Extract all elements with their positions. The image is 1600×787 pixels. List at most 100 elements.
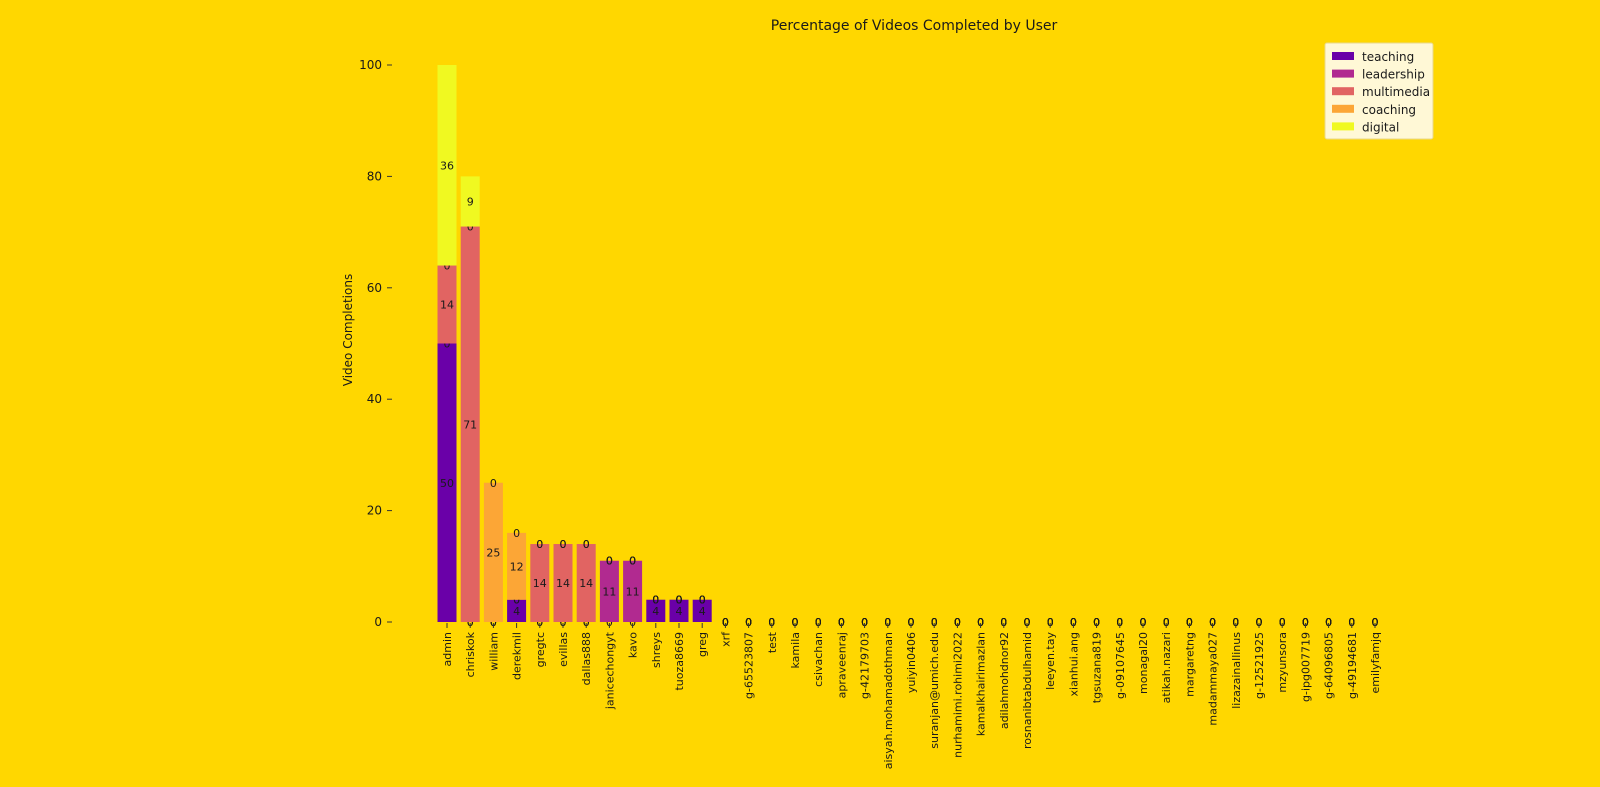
x-tick-label: madammaya027 (1207, 632, 1220, 726)
bar-value-label: 0 (583, 538, 590, 551)
x-tick-label: kamila (789, 632, 802, 669)
bar-value-label: 0 (536, 616, 543, 629)
legend-label-coaching: coaching (1362, 103, 1416, 117)
bar-value-label: 0 (722, 616, 729, 629)
bar-value-label: 0 (1024, 616, 1031, 629)
x-tick-label: g-ipg007719 (1299, 632, 1312, 702)
bar-value-label: 0 (954, 616, 961, 629)
x-tick-label: admin (441, 632, 454, 666)
bar-value-label: 0 (1348, 616, 1355, 629)
bar-value-label: 0 (792, 616, 799, 629)
bar-value-label: 4 (699, 605, 706, 618)
bar-value-label: 0 (792, 616, 799, 629)
x-tick-label: g-49194681 (1346, 632, 1359, 699)
bar-value-label: 0 (583, 616, 590, 629)
bar-value-label: 0 (1232, 616, 1239, 629)
bar-value-label: 0 (815, 616, 822, 629)
bar-value-label: 0 (536, 616, 543, 629)
bar-value-label: 0 (1325, 616, 1332, 629)
bar-value-label: 0 (908, 616, 915, 629)
bar-value-label: 0 (467, 221, 474, 234)
bar-value-label: 36 (440, 159, 454, 172)
bar-value-label: 0 (467, 616, 474, 629)
bar-value-label: 0 (931, 616, 938, 629)
bar-segment-multimedia (576, 544, 596, 622)
legend-swatch-coaching (1332, 104, 1354, 113)
bar-value-label: 0 (1116, 616, 1123, 629)
bar-value-label: 0 (1348, 616, 1355, 629)
bar-value-label: 0 (1209, 616, 1216, 629)
bar-value-label: 50 (440, 477, 454, 490)
bar-value-label: 0 (1348, 616, 1355, 629)
bar-value-label: 0 (954, 616, 961, 629)
bar-value-label: 0 (699, 594, 706, 607)
bar-value-label: 0 (1186, 616, 1193, 629)
bar-value-label: 0 (861, 616, 868, 629)
bar-value-label: 0 (954, 616, 961, 629)
bar-value-label: 11 (626, 585, 640, 598)
bar-value-label: 0 (745, 616, 752, 629)
bar-value-label: 0 (838, 616, 845, 629)
bar-value-label: 0 (1302, 616, 1309, 629)
bar-value-label: 0 (1372, 616, 1379, 629)
bar-value-label: 0 (977, 616, 984, 629)
bar-value-label: 71 (463, 418, 477, 431)
x-tick-label: shreys (650, 632, 663, 668)
bar-value-label: 4 (513, 605, 520, 618)
bar-value-label: 0 (1256, 616, 1263, 629)
bar-value-label: 0 (629, 555, 636, 568)
bar-value-label: 0 (838, 616, 845, 629)
bar-value-label: 0 (1372, 616, 1379, 629)
bar-value-label: 4 (652, 605, 659, 618)
bar-value-label: 0 (1186, 616, 1193, 629)
bar-value-label: 0 (931, 616, 938, 629)
bar-value-label: 0 (1070, 616, 1077, 629)
x-tick-label: adilahmohdnor92 (998, 632, 1011, 729)
bar-value-label: 0 (768, 616, 775, 629)
bar-value-label: 0 (745, 616, 752, 629)
x-tick-label: nurhamimi.rohimi2022 (951, 632, 964, 758)
bar-value-label: 0 (1325, 616, 1332, 629)
bar-value-label: 0 (792, 616, 799, 629)
bar-value-label: 0 (745, 616, 752, 629)
bar-value-label: 0 (792, 616, 799, 629)
bar-value-label: 0 (1024, 616, 1031, 629)
x-tick-label: g-42179703 (859, 632, 872, 699)
bar-value-label: 0 (699, 594, 706, 607)
bar-value-label: 0 (768, 616, 775, 629)
bar-value-label: 0 (908, 616, 915, 629)
bar-value-label: 0 (1093, 616, 1100, 629)
bar-value-label: 0 (815, 616, 822, 629)
bar-value-label: 0 (1024, 616, 1031, 629)
bar-value-label: 0 (884, 616, 891, 629)
bar-value-label: 0 (1140, 616, 1147, 629)
x-tick-label: evillas (557, 632, 570, 667)
x-tick-label: aisyah.mohamadothman (882, 632, 895, 769)
bar-value-label: 0 (1000, 616, 1007, 629)
bar-segment-digital (460, 176, 480, 227)
x-tick-label: kamalkhairimazlan (975, 632, 988, 736)
y-axis-label: Video Completions (341, 274, 355, 386)
bar-value-label: 0 (490, 616, 497, 629)
y-tick-label: 40 (367, 392, 382, 406)
bar-value-label: 0 (1372, 616, 1379, 629)
bar-value-label: 0 (768, 616, 775, 629)
bar-value-label: 0 (1279, 616, 1286, 629)
bar-value-label: 0 (1232, 616, 1239, 629)
x-tick-label: test (766, 631, 779, 653)
bar-value-label: 0 (1000, 616, 1007, 629)
y-tick-label: 100 (359, 58, 382, 72)
bar-value-label: 0 (884, 616, 891, 629)
bar-value-label: 0 (1209, 616, 1216, 629)
bar-value-label: 0 (838, 616, 845, 629)
bar-segment-multimedia (530, 544, 550, 622)
bar-value-label: 0 (699, 594, 706, 607)
bar-value-label: 0 (652, 594, 659, 607)
x-tick-label: lizazainallinus (1230, 632, 1243, 709)
bar-segment-teaching (437, 343, 457, 622)
bar-value-label: 0 (1000, 616, 1007, 629)
bar-value-label: 0 (1325, 616, 1332, 629)
bar-segment-teaching (669, 599, 689, 622)
bar-value-label: 0 (1140, 616, 1147, 629)
bar-value-label: 0 (606, 616, 613, 629)
